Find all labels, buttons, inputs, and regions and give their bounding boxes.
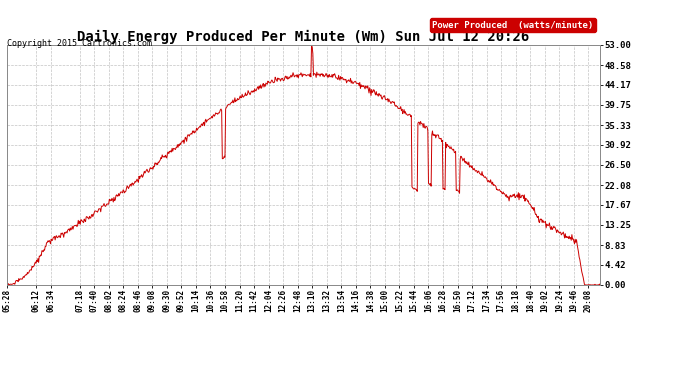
Text: Copyright 2015 Cartronics.com: Copyright 2015 Cartronics.com [7, 39, 152, 48]
Legend: Power Produced  (watts/minute): Power Produced (watts/minute) [430, 18, 595, 32]
Title: Daily Energy Produced Per Minute (Wm) Sun Jul 12 20:26: Daily Energy Produced Per Minute (Wm) Su… [77, 30, 530, 44]
